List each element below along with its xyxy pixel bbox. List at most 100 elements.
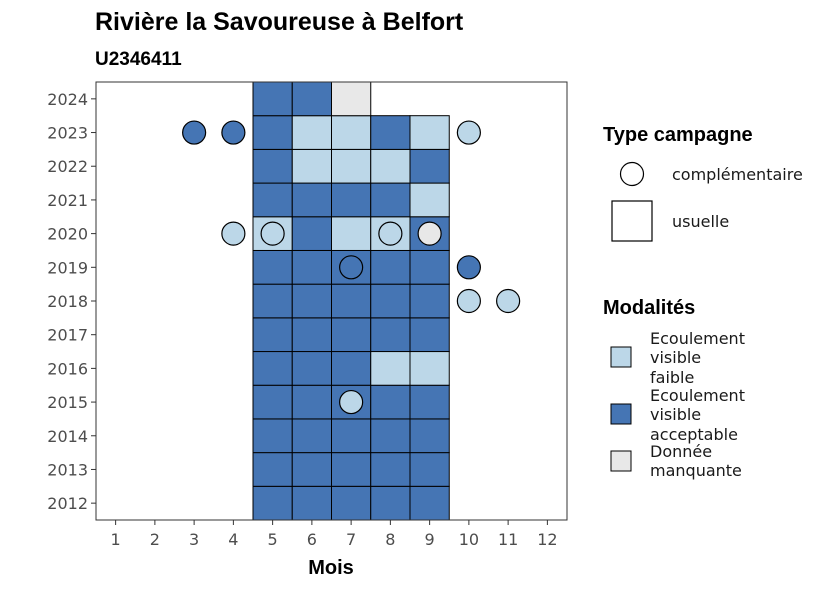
point-2023-3 [182, 120, 207, 145]
x-tick-label-12: 12 [537, 530, 557, 549]
cell-2015-8 [370, 384, 411, 420]
y-tick-label-2012: 2012 [47, 494, 88, 513]
legend-label-manquante-line1: Donnée [650, 442, 712, 461]
y-tick-label-2022: 2022 [47, 157, 88, 176]
legend-key-acceptable [610, 403, 632, 425]
x-tick-label-3: 3 [189, 530, 199, 549]
cell-2013-6 [291, 452, 332, 487]
legend-label-acceptable-line2: visible [650, 405, 701, 424]
cell-2017-6 [291, 317, 332, 353]
y-tick-label-2020: 2020 [47, 225, 88, 244]
point-2015-7 [339, 389, 364, 415]
cell-2021-8 [370, 182, 411, 218]
point-2020-5 [260, 221, 285, 246]
y-tick-label-2016: 2016 [47, 359, 88, 378]
cell-2014-9 [409, 418, 450, 454]
chart-title: Rivière la Savoureuse à Belfort [95, 8, 464, 36]
cell-2018-6 [291, 283, 332, 319]
cell-2018-7 [331, 283, 372, 319]
x-tick-label-10: 10 [459, 530, 479, 549]
cell-2023-7 [331, 115, 372, 150]
cell-2015-6 [291, 384, 332, 420]
cell-2012-5 [252, 485, 293, 521]
cell-2022-5 [252, 148, 293, 184]
cell-2023-8 [370, 115, 411, 150]
legend-label-acceptable-line1: Ecoulement [650, 386, 745, 405]
y-tick-label-2019: 2019 [47, 258, 88, 277]
x-axis: 1 2 3 4 5 6 7 8 9 10 11 12 [111, 520, 558, 549]
cell-2022-8 [370, 148, 411, 184]
cell-2022-6 [291, 148, 332, 184]
cell-2017-8 [370, 317, 411, 353]
cell-2022-9 [409, 148, 450, 184]
squares-layer [252, 81, 450, 521]
cell-2012-9 [409, 485, 450, 521]
point-2020-8 [378, 221, 403, 246]
cell-2016-5 [252, 351, 293, 386]
legend-label-faible-line3: faible [650, 368, 694, 387]
cell-2013-9 [409, 452, 450, 487]
y-tick-label-2023: 2023 [47, 124, 88, 143]
point-2019-7 [339, 255, 364, 280]
cell-2021-9 [409, 182, 450, 218]
point-2020-4 [221, 221, 246, 246]
cell-2012-8 [370, 485, 411, 521]
cell-2014-7 [331, 418, 372, 454]
cell-2019-8 [370, 249, 411, 285]
cell-2024-6 [291, 81, 332, 117]
cell-2012-7 [331, 485, 372, 521]
legend-modalites-title: Modalités [603, 297, 695, 319]
cell-2021-7 [331, 182, 372, 218]
point-2018-10 [456, 288, 481, 314]
cell-2014-6 [291, 418, 332, 454]
legend-label-acceptable-line3: acceptable [650, 425, 738, 444]
chart-subtitle: U2346411 [95, 49, 182, 70]
legend-type-item-complementaire: complémentaire [672, 165, 803, 184]
cell-2013-5 [252, 452, 293, 487]
cell-2019-9 [409, 249, 450, 285]
x-tick-label-4: 4 [228, 530, 238, 549]
cell-2014-8 [370, 418, 411, 454]
point-2023-10 [456, 120, 481, 145]
legend-label-faible-line1: Ecoulement [650, 329, 745, 348]
y-tick-label-2021: 2021 [47, 191, 88, 210]
legend-type-title: Type campagne [603, 124, 753, 146]
legend-type-campagne: Type campagne complémentaire usuelle [603, 124, 803, 242]
cell-2018-5 [252, 283, 293, 319]
cell-2015-9 [409, 384, 450, 420]
legend-label-faible-line2: visible [650, 348, 701, 367]
cell-2016-7 [331, 351, 372, 386]
cell-2017-7 [331, 317, 372, 353]
cell-2023-6 [291, 115, 332, 150]
legend-type-item-usuelle: usuelle [672, 212, 729, 231]
legend-label-manquante-line2: manquante [650, 461, 742, 480]
cell-2013-7 [331, 452, 372, 487]
cell-2014-5 [252, 418, 293, 454]
y-tick-label-2014: 2014 [47, 427, 88, 446]
cell-2024-7 [331, 81, 372, 117]
cell-2013-8 [370, 452, 411, 487]
y-tick-label-2015: 2015 [47, 393, 88, 412]
x-tick-label-11: 11 [498, 530, 518, 549]
cell-2016-8 [370, 351, 411, 386]
cell-2018-8 [370, 283, 411, 319]
x-tick-label-7: 7 [346, 530, 356, 549]
y-tick-label-2018: 2018 [47, 292, 88, 311]
cell-2020-6 [291, 216, 332, 251]
point-2019-10 [456, 255, 481, 280]
circles-layer [182, 120, 521, 415]
cell-2019-5 [252, 249, 293, 285]
point-2020-9 [417, 221, 442, 246]
y-tick-label-2017: 2017 [47, 326, 88, 345]
x-tick-label-9: 9 [425, 530, 435, 549]
cell-2017-9 [409, 317, 450, 353]
cell-2023-9 [409, 115, 450, 150]
legend-key-manquante [610, 450, 632, 472]
legend-modalites: Modalités Ecoulement visible faible Ecou… [603, 297, 745, 480]
y-tick-label-2013: 2013 [47, 460, 88, 479]
cell-2019-6 [291, 249, 332, 285]
legend-key-faible [610, 346, 632, 368]
x-tick-label-5: 5 [268, 530, 278, 549]
cell-2021-6 [291, 182, 332, 218]
